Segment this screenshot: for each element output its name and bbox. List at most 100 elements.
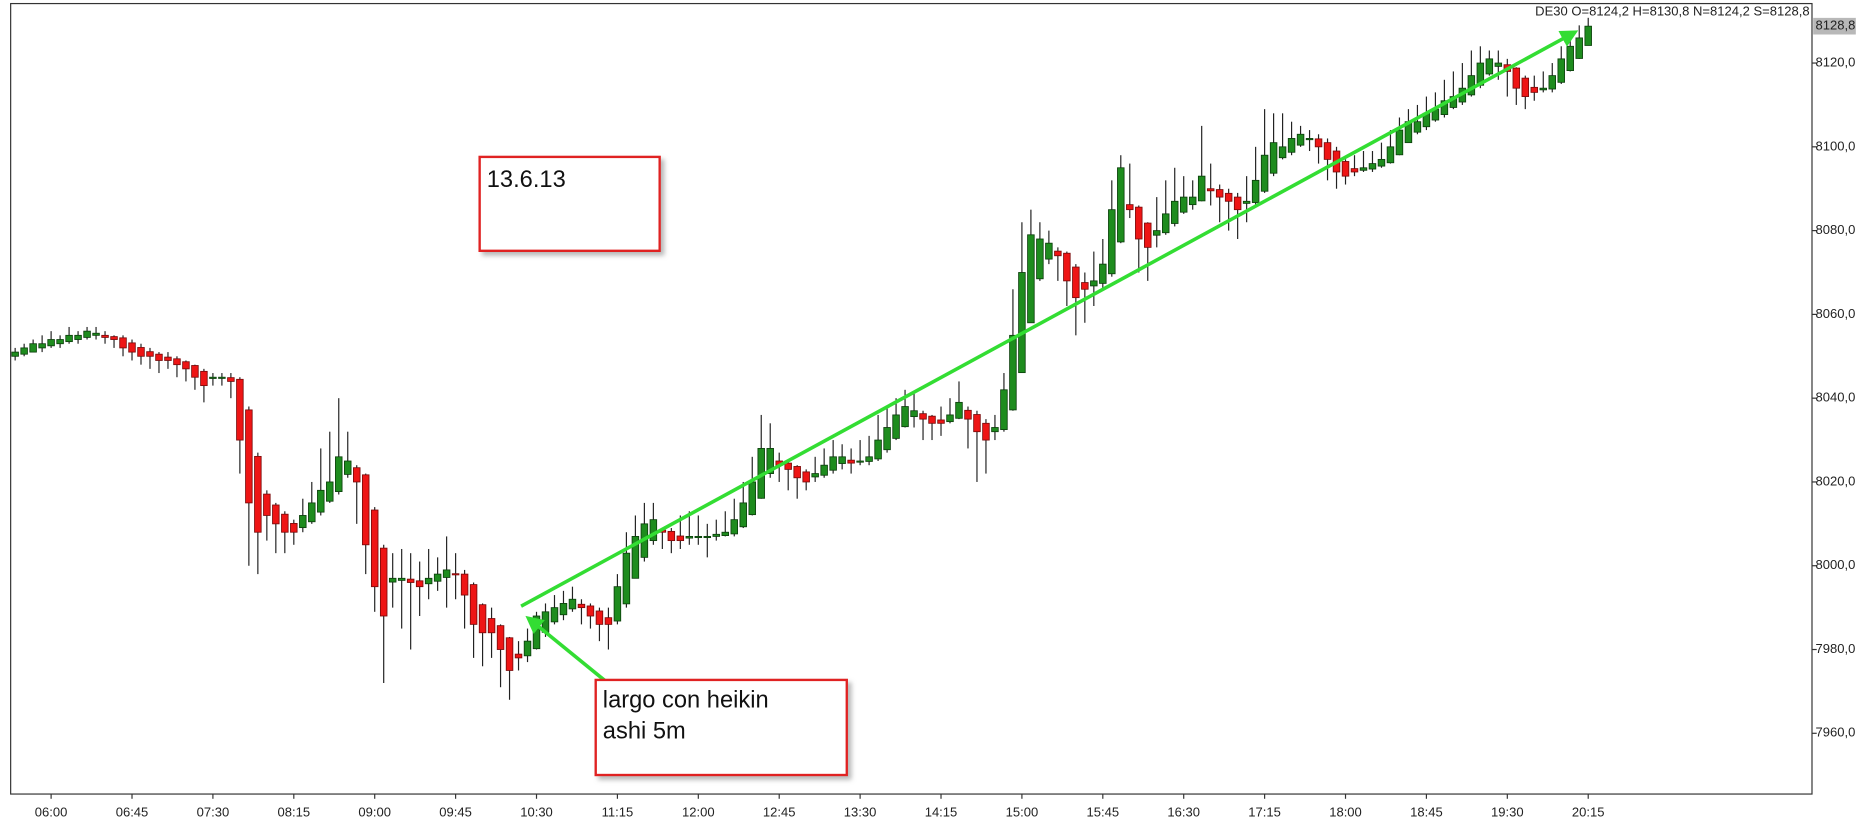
candle-body: [11, 351, 19, 357]
candle-body: [550, 607, 559, 623]
candle-body: [101, 334, 109, 338]
candle-body: [182, 361, 190, 370]
candle-body: [793, 466, 801, 479]
candle-body: [1081, 282, 1089, 290]
candle-body: [173, 358, 181, 366]
candle-body: [721, 531, 730, 536]
candle-body: [1135, 206, 1143, 240]
candle-body: [523, 640, 532, 657]
note-box: [594, 678, 848, 777]
candle-body: [1054, 250, 1062, 257]
candle-body: [1000, 389, 1008, 431]
x-tick-label: 13:30: [844, 804, 877, 819]
candle-body: [991, 427, 999, 433]
candle-body: [847, 459, 855, 464]
candle-body: [496, 625, 505, 650]
candle-body: [47, 339, 55, 347]
candle-body: [1072, 266, 1080, 299]
candle-body: [946, 414, 954, 423]
candle-body: [1206, 188, 1215, 192]
candle-body: [460, 573, 469, 596]
candle-body: [1269, 142, 1278, 174]
x-tick-label: 19:30: [1491, 804, 1524, 819]
x-tick-label: 18:00: [1329, 804, 1362, 819]
candle-body: [1188, 196, 1197, 206]
candle-body: [901, 406, 909, 428]
candle-body: [1018, 272, 1026, 374]
candle-body: [622, 552, 631, 605]
candle-body: [56, 339, 64, 345]
candle-body: [227, 377, 235, 382]
candle-body: [883, 427, 891, 451]
candle-body: [631, 535, 640, 579]
candle-body: [20, 347, 28, 355]
candle-body: [1108, 209, 1116, 275]
candle-body: [649, 519, 658, 542]
candle-body: [164, 356, 172, 361]
x-tick-label: 11:15: [602, 804, 634, 819]
candle-body: [1117, 167, 1125, 243]
candle-body: [694, 535, 703, 539]
candle-body: [1144, 222, 1152, 248]
candle-body: [1036, 238, 1044, 280]
candle-body: [1197, 175, 1206, 202]
y-tick-label: 7980,0: [1816, 641, 1856, 656]
candle-body: [1485, 58, 1494, 75]
candle-body: [1215, 189, 1224, 198]
candle-body: [433, 573, 442, 582]
candle-body: [119, 337, 127, 349]
candle-body: [1368, 163, 1377, 170]
candle-body: [1090, 280, 1098, 287]
candle-body: [1395, 129, 1404, 156]
candle-body: [784, 462, 792, 470]
y-tick-label: 8020,0: [1816, 473, 1856, 488]
candle-body: [65, 334, 73, 343]
candle-body: [1539, 87, 1548, 91]
instrument-header: DE30 O=8124,2 H=8130,8 N=8124,2 S=8128,8: [1535, 3, 1809, 18]
candle-body: [308, 502, 316, 523]
candle-body: [335, 456, 343, 493]
candle-body: [1467, 75, 1476, 96]
note-box: [478, 155, 661, 252]
candle-body: [1099, 263, 1107, 284]
candle-body: [1153, 230, 1161, 236]
candle-body: [1260, 154, 1269, 192]
candle-body: [146, 351, 154, 357]
candle-body: [74, 334, 82, 340]
candle-body: [577, 603, 586, 609]
candle-body: [586, 605, 595, 617]
x-tick-label: 15:00: [1006, 804, 1039, 819]
candle-body: [676, 535, 685, 542]
candle-body: [1350, 168, 1359, 173]
candle-body: [415, 580, 424, 588]
candle-body: [236, 378, 244, 441]
candle-body: [811, 473, 819, 478]
candle-body: [730, 519, 738, 535]
candle-body: [928, 415, 936, 424]
candle-body: [344, 460, 352, 475]
y-tick-label: 8080,0: [1816, 222, 1856, 237]
candle-body: [1314, 138, 1323, 148]
candle-body: [1494, 62, 1503, 67]
x-tick-label: 14:15: [925, 804, 958, 819]
candle-body: [1242, 200, 1251, 204]
candle-body: [200, 370, 208, 387]
candle-body: [892, 414, 900, 439]
candle-body: [406, 578, 415, 583]
candle-body: [964, 409, 972, 420]
candle-body: [1557, 58, 1565, 83]
candle-body: [1359, 167, 1368, 171]
candle-body: [1440, 100, 1449, 115]
plot-area: [10, 2, 1813, 795]
candle-body: [1224, 192, 1233, 202]
last-price-label: 8128,8: [1816, 18, 1856, 33]
x-tick-label: 08:15: [278, 804, 311, 819]
candle-body: [1027, 234, 1035, 324]
note-text: largo con heikin: [603, 688, 769, 714]
candle-body: [370, 509, 379, 588]
x-tick-label: 15:45: [1087, 804, 1120, 819]
candle-body: [1063, 252, 1071, 282]
candle-body: [254, 455, 262, 533]
